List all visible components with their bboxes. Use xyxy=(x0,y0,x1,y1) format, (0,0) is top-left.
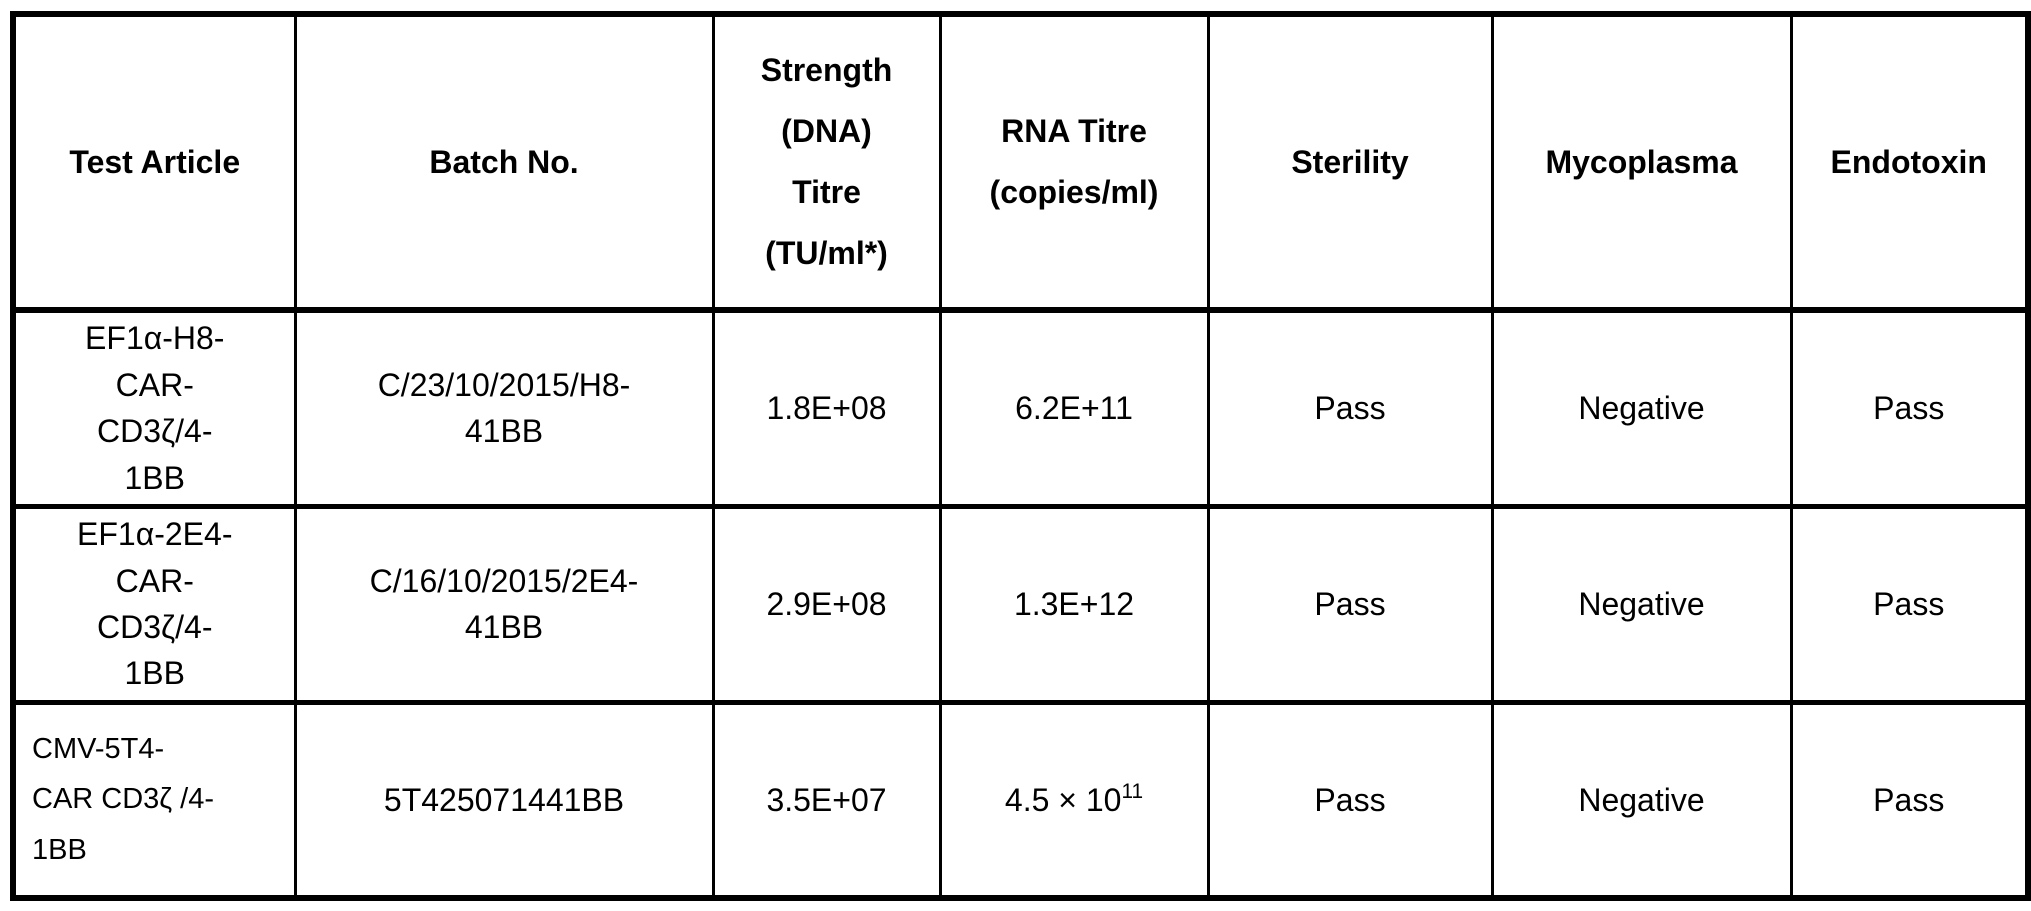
cell-endotoxin: Pass xyxy=(1789,307,2030,508)
table-row-cmv-5t4: CMV-5T4- CAR CD3ζ /4- 1BB 5T425071441BB … xyxy=(11,699,2030,900)
header-row: Test Article Batch No. Strength (DNA) Ti… xyxy=(11,12,2030,313)
cell-test-article: CMV-5T4- CAR CD3ζ /4- 1BB xyxy=(11,699,297,900)
header-test-article: Test Article xyxy=(11,12,297,313)
rna-titre-exponent: 11 xyxy=(1121,780,1144,804)
header-endotoxin: Endotoxin xyxy=(1789,12,2030,313)
header-sterility: Sterility xyxy=(1206,12,1494,313)
header-batch-no: Batch No. xyxy=(293,12,715,313)
cell-rna-titre: 1.3E+12 xyxy=(938,503,1210,704)
rna-titre-base: 4.5 × 10 xyxy=(1004,781,1122,818)
cell-rna-titre: 4.5 × 1011 xyxy=(938,699,1210,900)
cell-endotoxin: Pass xyxy=(1789,503,2030,704)
cell-sterility: Pass xyxy=(1206,503,1494,704)
cell-test-article: EF1α-H8- CAR- CD3ζ/4- 1BB xyxy=(11,307,297,508)
cell-mycoplasma: Negative xyxy=(1490,699,1793,900)
header-mycoplasma: Mycoplasma xyxy=(1490,12,1793,313)
cell-mycoplasma: Negative xyxy=(1490,503,1793,704)
cell-test-article: EF1α-2E4- CAR- CD3ζ/4- 1BB xyxy=(11,503,297,704)
qc-results-table: Test Article Batch No. Strength (DNA) Ti… xyxy=(10,11,2031,901)
cell-batch-no: 5T425071441BB xyxy=(293,699,715,900)
cell-dna-titre: 2.9E+08 xyxy=(711,503,942,704)
table-row-ef1a-2e4: EF1α-2E4- CAR- CD3ζ/4- 1BB C/16/10/2015/… xyxy=(11,503,2030,704)
header-dna-titre: Strength (DNA) Titre (TU/ml*) xyxy=(711,12,942,313)
cell-batch-no: C/23/10/2015/H8- 41BB xyxy=(293,307,715,508)
cell-batch-no: C/16/10/2015/2E4- 41BB xyxy=(293,503,715,704)
cell-sterility: Pass xyxy=(1206,307,1494,508)
table-row-ef1a-h8: EF1α-H8- CAR- CD3ζ/4- 1BB C/23/10/2015/H… xyxy=(11,307,2030,508)
cell-rna-titre: 6.2E+11 xyxy=(938,307,1210,508)
cell-endotoxin: Pass xyxy=(1789,699,2030,900)
cell-mycoplasma: Negative xyxy=(1490,307,1793,508)
cell-sterility: Pass xyxy=(1206,699,1494,900)
cell-dna-titre: 1.8E+08 xyxy=(711,307,942,508)
header-rna-titre: RNA Titre (copies/ml) xyxy=(938,12,1210,313)
cell-dna-titre: 3.5E+07 xyxy=(711,699,942,900)
